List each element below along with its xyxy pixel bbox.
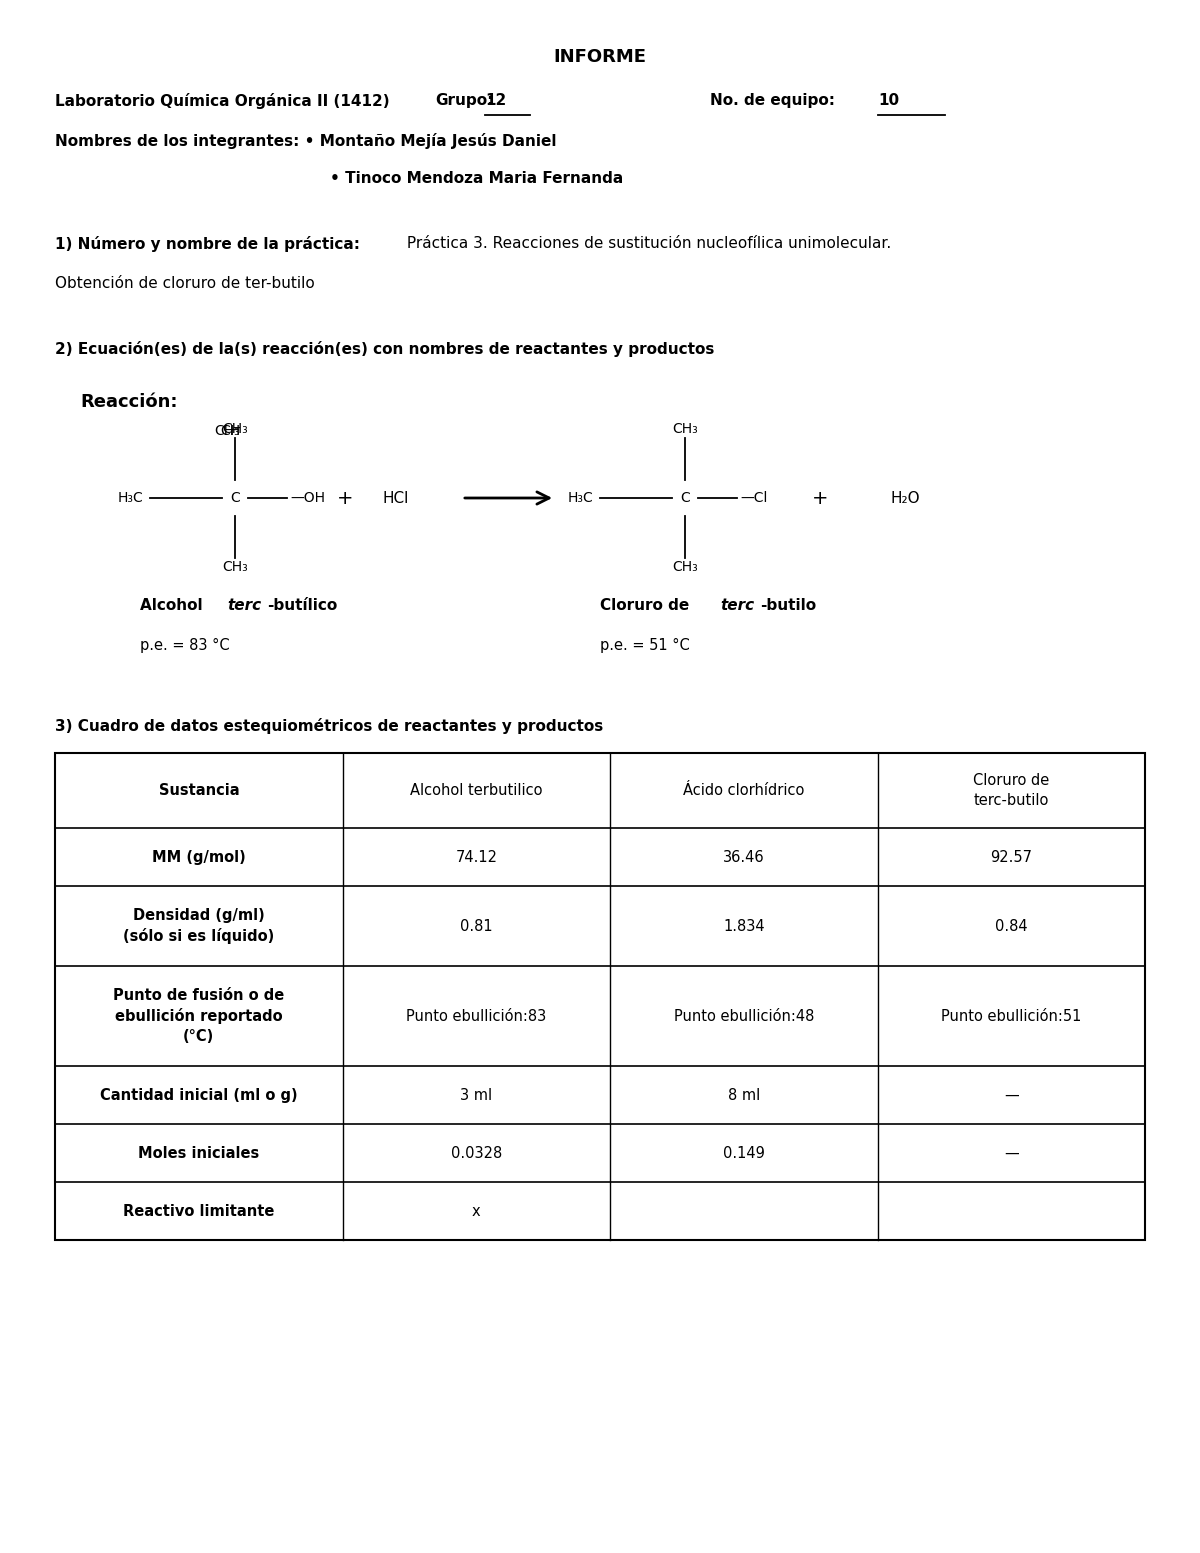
Text: Alcohol terbutilico: Alcohol terbutilico [410,783,542,798]
Text: Laboratorio Química Orgánica II (1412): Laboratorio Química Orgánica II (1412) [55,93,390,109]
Text: 10: 10 [878,93,899,109]
Text: CH₃: CH₃ [215,424,240,438]
Text: CH: CH [220,424,240,438]
Text: Nombres de los integrantes: • Montaño Mejía Jesús Daniel: Nombres de los integrantes: • Montaño Me… [55,134,557,149]
Text: Práctica 3. Reacciones de sustitución nucleofílica unimolecular.: Práctica 3. Reacciones de sustitución nu… [402,236,892,252]
Text: —: — [1004,1087,1019,1103]
Text: Reactivo limitante: Reactivo limitante [124,1204,275,1219]
Text: —OH: —OH [290,491,325,505]
Text: MM (g/mol): MM (g/mol) [152,849,246,865]
Text: 0.84: 0.84 [995,918,1027,933]
Text: 0.0328: 0.0328 [451,1146,502,1160]
Text: Alcohol: Alcohol [140,598,208,613]
Text: —: — [1004,1146,1019,1160]
Bar [55,753,1145,1239]
Text: CH₃: CH₃ [222,561,248,575]
Text: Reacción:: Reacción: [80,393,178,412]
Text: 92.57: 92.57 [990,849,1032,865]
Text: p.e. = 51 °C: p.e. = 51 °C [600,638,690,652]
Text: +: + [337,489,353,508]
Text: +: + [811,489,828,508]
Text: Cantidad inicial (ml o g): Cantidad inicial (ml o g) [100,1087,298,1103]
Text: Sustancia: Sustancia [158,783,239,798]
Text: 74.12: 74.12 [455,849,497,865]
Text: —Cl: —Cl [740,491,767,505]
Text: Punto ebullición:51: Punto ebullición:51 [941,1008,1081,1023]
Text: • Tinoco Mendoza Maria Fernanda: • Tinoco Mendoza Maria Fernanda [330,171,623,186]
Text: 1.834: 1.834 [724,918,764,933]
Text: 8 ml: 8 ml [727,1087,760,1103]
Text: Densidad (g/ml)
(sólo si es líquido): Densidad (g/ml) (sólo si es líquido) [124,909,275,944]
Text: Cloruro de: Cloruro de [600,598,695,613]
Text: 0.81: 0.81 [460,918,493,933]
Text: x: x [472,1204,481,1219]
Text: CH₃: CH₃ [672,561,698,575]
Text: H₃C: H₃C [568,491,593,505]
Text: 2) Ecuación(es) de la(s) reacción(es) con nombres de reactantes y productos: 2) Ecuación(es) de la(s) reacción(es) co… [55,342,714,357]
Text: 3 ml: 3 ml [461,1087,492,1103]
Text: C: C [680,491,690,505]
Text: 0.149: 0.149 [722,1146,764,1160]
Text: CH₃: CH₃ [222,422,248,436]
Text: H₃C: H₃C [118,491,143,505]
Text: terc: terc [227,598,262,613]
Text: HCl: HCl [382,491,408,505]
Text: 36.46: 36.46 [724,849,764,865]
Text: Obtención de cloruro de ter-butilo: Obtención de cloruro de ter-butilo [55,276,314,290]
Text: Grupo:: Grupo: [434,93,493,109]
Text: Moles iniciales: Moles iniciales [138,1146,259,1160]
Text: C: C [230,491,240,505]
Text: 1) Número y nombre de la práctica:: 1) Número y nombre de la práctica: [55,236,360,252]
Text: -butílico: -butílico [266,598,337,613]
Text: 12: 12 [485,93,506,109]
Text: INFORME: INFORME [553,48,647,65]
Text: CH₃: CH₃ [672,422,698,436]
Text: Ácido clorhídrico: Ácido clorhídrico [683,783,804,798]
Text: Punto ebullición:83: Punto ebullición:83 [407,1008,546,1023]
Text: 3) Cuadro de datos estequiométricos de reactantes y productos: 3) Cuadro de datos estequiométricos de r… [55,717,604,735]
Text: Punto ebullición:48: Punto ebullición:48 [673,1008,814,1023]
Text: H₂O: H₂O [890,491,919,505]
Text: No. de equipo:: No. de equipo: [710,93,840,109]
Text: p.e. = 83 °C: p.e. = 83 °C [140,638,229,652]
Text: -butilo: -butilo [760,598,816,613]
Text: Punto de fusión o de
ebullición reportado
(°C): Punto de fusión o de ebullición reportad… [113,988,284,1044]
Text: Cloruro de
terc-butilo: Cloruro de terc-butilo [973,773,1049,808]
Text: terc: terc [720,598,754,613]
